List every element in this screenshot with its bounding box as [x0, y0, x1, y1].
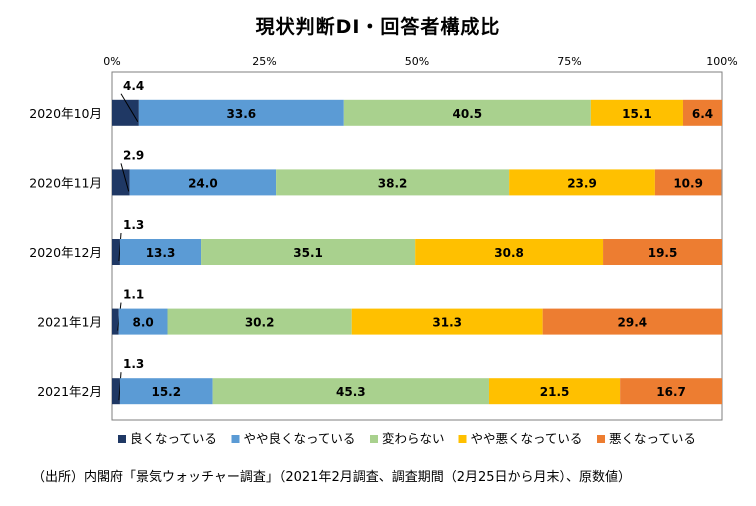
- legend-label: やや悪くなっている: [471, 431, 583, 446]
- data-label: 40.5: [453, 107, 483, 121]
- bar-segment: [112, 378, 120, 405]
- bar-segment: [112, 239, 120, 265]
- data-label: 24.0: [188, 176, 218, 190]
- data-label: 30.2: [245, 316, 275, 330]
- bar-segment: [351, 308, 543, 335]
- legend-label: 良くなっている: [130, 431, 217, 446]
- data-label: 29.4: [618, 316, 648, 330]
- bar-segment: [112, 99, 139, 126]
- bar-segment: [129, 169, 277, 196]
- bar-segment: [590, 99, 683, 126]
- data-label: 33.6: [227, 107, 257, 121]
- data-label: 35.1: [293, 246, 323, 260]
- data-label: 1.3: [123, 218, 144, 232]
- legend-label: 変わらない: [382, 431, 445, 446]
- bar-segment: [112, 169, 130, 196]
- data-label: 13.3: [146, 246, 176, 260]
- data-label: 19.5: [648, 246, 678, 260]
- data-label: 10.9: [673, 176, 703, 190]
- bar-segment: [542, 308, 722, 335]
- source-note: （出所）内閣府「景気ウォッチャー調査」（2021年2月調査、調査期間（2月25日…: [32, 470, 632, 485]
- bar-segment: [682, 99, 722, 126]
- data-label: 30.8: [494, 246, 524, 260]
- data-label: 16.7: [656, 385, 686, 399]
- data-label: 6.4: [692, 107, 713, 121]
- bar-segment: [201, 239, 416, 265]
- data-label: 15.1: [622, 107, 652, 121]
- category-label: 2021年2月: [37, 384, 102, 399]
- data-label: 4.4: [123, 79, 144, 93]
- bar-segment: [343, 99, 591, 126]
- bar-segment: [276, 169, 510, 196]
- data-label: 1.3: [123, 357, 144, 371]
- leader-line: [120, 93, 139, 123]
- data-label: 31.3: [432, 316, 462, 330]
- bar-segment: [212, 378, 489, 405]
- leader-line: [120, 163, 130, 192]
- bar-segment: [620, 378, 722, 405]
- legend-swatch: [370, 435, 378, 443]
- bar-segment: [488, 378, 621, 405]
- bar-segment: [415, 239, 604, 265]
- bar-segment: [112, 308, 119, 335]
- legend-label: 悪くなっている: [609, 431, 696, 446]
- legend-swatch: [231, 435, 240, 443]
- data-label: 8.0: [132, 316, 153, 330]
- x-tick-label: 100%: [706, 55, 737, 68]
- legend-swatch: [597, 435, 605, 443]
- bar-segment: [654, 169, 722, 196]
- bar-segment: [119, 378, 213, 405]
- legend-swatch: [118, 435, 126, 443]
- legend-swatch: [458, 435, 467, 443]
- data-label: 23.9: [567, 176, 597, 190]
- bar-segment: [509, 169, 655, 196]
- data-label: 2.9: [123, 148, 144, 162]
- x-tick-label: 0%: [103, 55, 120, 68]
- bar-segment: [138, 99, 344, 126]
- x-tick-label: 75%: [557, 55, 581, 68]
- data-label: 1.1: [123, 288, 144, 302]
- bar-segment: [118, 308, 168, 335]
- data-label: 38.2: [378, 176, 408, 190]
- data-label: 15.2: [151, 385, 181, 399]
- data-label: 21.5: [540, 385, 570, 399]
- category-label: 2020年10月: [29, 106, 102, 121]
- category-label: 2020年12月: [29, 245, 102, 260]
- legend-label: やや良くなっている: [244, 431, 356, 446]
- bar-segment: [603, 239, 722, 265]
- x-tick-label: 50%: [405, 55, 429, 68]
- data-label: 45.3: [336, 385, 366, 399]
- category-label: 2021年1月: [37, 315, 102, 330]
- x-tick-label: 25%: [252, 55, 276, 68]
- category-label: 2020年11月: [29, 175, 102, 190]
- bar-segment: [119, 239, 202, 265]
- bar-segment: [167, 308, 352, 335]
- chart-title: 現状判断DI・回答者構成比: [255, 16, 501, 38]
